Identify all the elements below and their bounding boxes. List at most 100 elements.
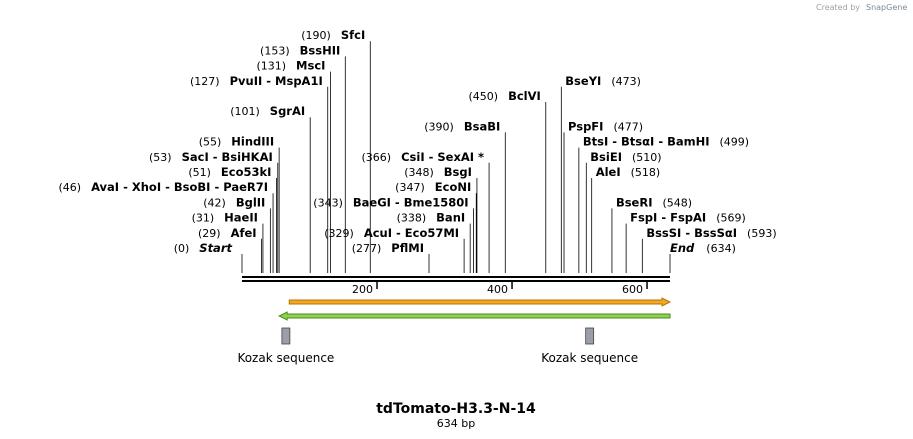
site-position: (53)	[149, 151, 172, 164]
site-pvuii-mspa1i[interactable]: (127) PvuII - MspA1I	[190, 74, 323, 88]
site-position: (46)	[58, 181, 81, 194]
site-name: End	[670, 241, 695, 255]
kozak-box	[281, 327, 291, 345]
site-position: (0)	[174, 242, 190, 255]
site-sfci[interactable]: (190) SfcI	[301, 28, 365, 42]
site-position: (347)	[395, 181, 425, 194]
site-bani[interactable]: (338) BanI	[397, 211, 466, 225]
site-name: SgrAI	[270, 104, 305, 118]
site-name: MscI	[296, 59, 325, 73]
site-name: BsaBI	[464, 119, 500, 133]
site-name: PspFI	[568, 119, 603, 133]
site-name: BssSI - BssSαI	[646, 226, 737, 240]
site-name: FspI - FspAI	[630, 211, 706, 225]
site-name: BsgI	[444, 165, 472, 179]
credit-text: Created by	[816, 3, 860, 12]
site-position: (477)	[613, 120, 643, 133]
site-acui-eco57mi[interactable]: (329) AcuI - Eco57MI	[324, 226, 459, 240]
ruler-label-200: 200	[352, 283, 373, 296]
site-bseyi[interactable]: (473) BseYI	[565, 74, 641, 88]
site-name: BaeGI - Bme1580I	[353, 195, 469, 209]
site-position: (518)	[631, 166, 661, 179]
site-position: (366)	[362, 151, 392, 164]
kozak-sequence-feature[interactable]: Kozak sequence	[237, 327, 334, 365]
site-position: (329)	[324, 227, 354, 240]
site-bseri[interactable]: (548) BseRI	[616, 195, 692, 209]
site-position: (450)	[468, 90, 498, 103]
site-fspi-fspai[interactable]: (569) FspI - FspAI	[630, 211, 746, 225]
site-name: BseYI	[565, 74, 601, 88]
site-position: (127)	[190, 75, 220, 88]
ruler: 200 400 600	[352, 281, 648, 296]
snapgene-credit: Created by SnapGene	[816, 3, 907, 12]
site-position: (343)	[313, 196, 343, 209]
site-bglii[interactable]: (42) BglII	[203, 195, 265, 209]
site-saci-bsihkai[interactable]: (53) SacI - BsiHKAI	[149, 150, 273, 164]
kozak-label: Kozak sequence	[237, 351, 334, 365]
site-afei[interactable]: (29) AfeI	[198, 226, 257, 240]
site-position: (593)	[747, 227, 777, 240]
site-baegi-bme1580i[interactable]: (343) BaeGI - Bme1580I	[313, 195, 468, 209]
site-name: CsiI - SexAI *	[401, 150, 484, 164]
site-end[interactable]: (634) End	[670, 241, 736, 255]
site-bsshii[interactable]: (153) BssHII	[260, 43, 340, 57]
site-bsssi-bsss-i[interactable]: (593) BssSI - BssSαI	[646, 226, 776, 240]
site-alei[interactable]: (518) AleI	[596, 165, 661, 179]
site-pspfi[interactable]: (477) PspFI	[568, 119, 643, 133]
site-hindiii[interactable]: (55) HindIII	[199, 135, 274, 149]
site-name: BanI	[436, 211, 465, 225]
site-name: BtsI - BtsαI - BamHI	[583, 135, 710, 149]
site-position: (29)	[198, 227, 221, 240]
site-name: PflMI	[391, 241, 424, 255]
site-position: (634)	[706, 242, 736, 255]
site-msci[interactable]: (131) MscI	[256, 59, 325, 73]
site-bsgi[interactable]: (348) BsgI	[404, 165, 472, 179]
site-bsabi[interactable]: (390) BsaBI	[424, 119, 500, 133]
site-bclvi[interactable]: (450) BclVI	[468, 89, 540, 103]
site-sgrai[interactable]: (101) SgrAI	[230, 104, 305, 118]
site-haeii[interactable]: (31) HaeII	[192, 211, 258, 225]
site-position: (190)	[301, 29, 331, 42]
site-econi[interactable]: (347) EcoNI	[395, 180, 471, 194]
site-eco53ki[interactable]: (51) Eco53kI	[188, 165, 271, 179]
site-lines	[241, 41, 671, 273]
site-name: AcuI - Eco57MI	[364, 226, 459, 240]
site-position: (473)	[611, 75, 641, 88]
site-name: EcoNI	[435, 180, 471, 194]
site-avai-xhoi-bsobi-paer7i[interactable]: (46) AvaI - XhoI - BsoBI - PaeR7I	[58, 180, 268, 194]
site-position: (569)	[716, 212, 746, 225]
site-position: (153)	[260, 44, 290, 57]
snapgene-logo: SnapGene	[866, 3, 907, 12]
green-orf-arrow[interactable]	[278, 311, 671, 321]
orange-orf-arrow[interactable]	[288, 297, 672, 307]
site-start[interactable]: (0) Start	[174, 241, 233, 255]
site-csii-sexai[interactable]: (366) CsiI - SexAI *	[362, 150, 485, 164]
site-position: (338)	[397, 212, 427, 225]
site-name: BglII	[236, 195, 266, 209]
site-name: HaeII	[224, 211, 258, 225]
site-position: (131)	[256, 60, 286, 73]
site-name: AfeI	[231, 226, 257, 240]
kozak-sequence-feature[interactable]: Kozak sequence	[541, 327, 638, 365]
site-position: (42)	[203, 196, 226, 209]
site-position: (101)	[230, 105, 260, 118]
site-name: BseRI	[616, 195, 653, 209]
site-btsi-bts-i-bamhi[interactable]: (499) BtsI - BtsαI - BamHI	[583, 135, 749, 149]
site-name: Eco53kI	[221, 165, 272, 179]
site-name: BssHII	[300, 43, 341, 57]
site-name: BclVI	[508, 89, 541, 103]
ruler-label-600: 600	[622, 283, 643, 296]
site-position: (548)	[662, 196, 692, 209]
site-bsiei[interactable]: (510) BsiEI	[590, 150, 661, 164]
site-name: SfcI	[341, 28, 365, 42]
kozak-box	[585, 327, 595, 345]
site-name: PvuII - MspA1I	[230, 74, 323, 88]
site-name: AvaI - XhoI - BsoBI - PaeR7I	[91, 180, 268, 194]
site-position: (55)	[199, 136, 222, 149]
site-position: (390)	[424, 120, 454, 133]
site-labels: (0) Start(29) AfeI (31) HaeII (42) BglII (46) Av…	[58, 28, 776, 255]
site-pflmi[interactable]: (277) PflMI	[352, 241, 424, 255]
ruler-label-400: 400	[487, 283, 508, 296]
site-position: (499)	[720, 136, 750, 149]
